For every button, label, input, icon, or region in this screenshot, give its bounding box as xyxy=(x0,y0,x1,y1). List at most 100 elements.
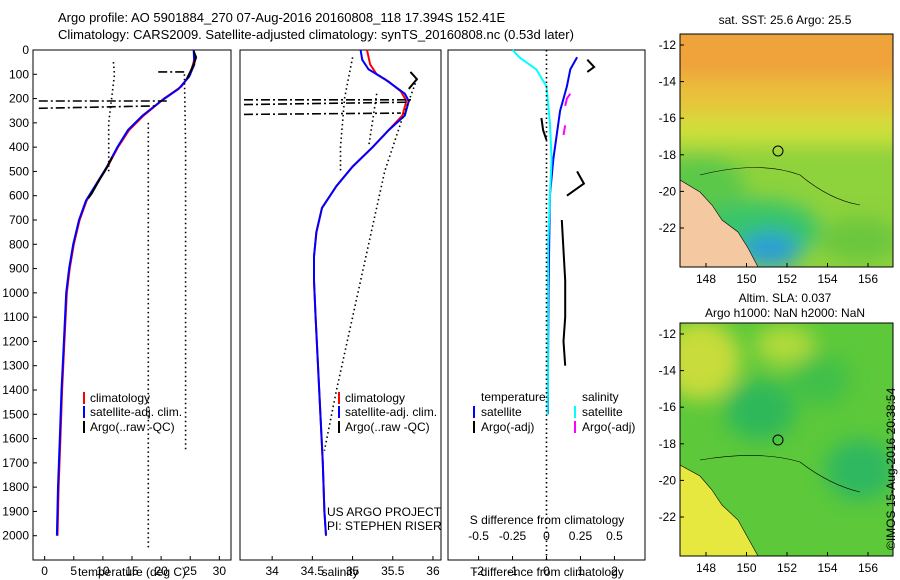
title-line-1: Argo profile: AO 5901884_270 07-Aug-2016… xyxy=(58,10,506,25)
ytick-label: 600 xyxy=(9,189,29,203)
map-xtick-label: 148 xyxy=(696,272,716,286)
legend-s-climatology: climatology xyxy=(345,391,405,405)
series-difference-1 xyxy=(511,49,553,415)
difference-legend: temperature satellite Argo(-adj) salinit… xyxy=(473,390,635,434)
sst-isobath xyxy=(699,167,861,206)
map-xtick-label: 150 xyxy=(736,272,756,286)
ytick-label: 1600 xyxy=(2,432,29,446)
ytick-label: 2000 xyxy=(2,529,29,543)
xtick-label: 1 xyxy=(577,564,584,578)
sla-argo-location xyxy=(772,434,784,446)
imos-credit: ©IMOS 15-Aug-2016 20:38:54 xyxy=(884,387,898,550)
salinity-axes-frame xyxy=(239,49,442,561)
map-ytick-label: -22 xyxy=(659,510,677,524)
map-ytick-label: -12 xyxy=(659,38,677,52)
s-tick-label: 0 xyxy=(543,529,550,543)
series-difference-5 xyxy=(566,170,586,197)
series-temperature-2 xyxy=(185,50,198,80)
ytick-label: 1100 xyxy=(3,310,29,324)
xtick-label: 35 xyxy=(346,564,360,578)
temperature-legend: climatology satellite-adj. clim. Argo(..… xyxy=(83,391,182,434)
series-salinity-1 xyxy=(313,49,410,536)
series-temperature-7 xyxy=(107,62,116,172)
sla-title-line1: Altim. SLA: 0.037 xyxy=(739,291,832,305)
map-ytick-label: -14 xyxy=(659,75,677,89)
ytick-label: 1900 xyxy=(2,504,29,518)
ytick-label: 1800 xyxy=(2,480,29,494)
salinity-legend: climatology satellite-adj. clim. Argo(..… xyxy=(338,391,437,434)
ytick-label: 1400 xyxy=(2,383,29,397)
title-line-2: Climatology: CARS2009. Satellite-adjuste… xyxy=(58,27,574,42)
xtick-label: 5 xyxy=(70,564,77,578)
sst-map: sat. SST: 25.6 Argo: 25.5 148 150 152 154 15… xyxy=(659,13,894,286)
ytick-label: 700 xyxy=(9,213,29,227)
pi-annotation: PI: STEPHEN RISER xyxy=(327,519,442,533)
ytick-label: 100 xyxy=(9,67,29,81)
ytick-label: 1200 xyxy=(2,334,29,348)
ytick-label: 1000 xyxy=(2,286,29,300)
ytick-label: 0 xyxy=(22,43,29,57)
ytick-label: 900 xyxy=(9,262,29,276)
sla-coastline xyxy=(680,464,759,556)
xtick-label: 2 xyxy=(611,564,618,578)
series-temperature-6 xyxy=(38,105,156,110)
ytick-label: 1700 xyxy=(2,456,29,470)
map-ytick-label: -16 xyxy=(659,111,677,125)
xtick-label: 20 xyxy=(154,564,168,578)
map-ytick-label: -18 xyxy=(659,148,677,162)
map-xtick-label: 154 xyxy=(817,272,837,286)
xtick-label: 34.5 xyxy=(301,564,325,578)
map-xtick-label: 156 xyxy=(858,561,878,575)
legend-s-sat: satellite xyxy=(582,405,623,419)
salinity-xlabel: salinity xyxy=(322,565,359,579)
s-difference-label: S difference from climatology xyxy=(470,513,625,527)
xtick-label: 15 xyxy=(125,564,139,578)
map-xtick-label: 148 xyxy=(696,561,716,575)
ytick-label: 400 xyxy=(9,140,29,154)
legend-t-argo: Argo(-adj) xyxy=(481,420,534,434)
s-tick-label: -0.5 xyxy=(468,529,489,543)
sst-map-title: sat. SST: 25.6 Argo: 25.5 xyxy=(719,13,852,27)
s-tick-label: 0.5 xyxy=(606,529,623,543)
legend-satellite: satellite-adj. clim. xyxy=(90,405,182,419)
map-xtick-label: 152 xyxy=(777,272,797,286)
xtick-label: 34 xyxy=(265,564,279,578)
series-difference-7 xyxy=(562,125,567,136)
legend-s-satellite: satellite-adj. clim. xyxy=(345,405,437,419)
xtick-label: 36 xyxy=(426,564,440,578)
difference-panel: -2 -1 0 1 2 -0.5 -0.25 0 0.25 0.5 S difference f… xyxy=(447,49,646,579)
temperature-panel: 0 5 10 15 20 25 30 0 100 200 300 400 500 600 700 800 90… xyxy=(2,43,232,579)
ytick-label: 200 xyxy=(9,92,29,106)
series-temperature-3 xyxy=(87,156,114,199)
map-xtick-label: 152 xyxy=(777,561,797,575)
map-xtick-label: 156 xyxy=(858,272,878,286)
sst-field xyxy=(680,34,893,267)
xtick-label: 0 xyxy=(41,564,48,578)
sla-title-line2: Argo h1000: NaN h2000: NaN xyxy=(705,306,865,320)
ytick-label: 500 xyxy=(9,164,29,178)
ytick-label: 1300 xyxy=(2,359,29,373)
series-temperature-1 xyxy=(55,49,196,536)
legend-t-satellite: satellite xyxy=(481,405,522,419)
series-difference-2 xyxy=(586,59,596,73)
legend-salinity-title: salinity xyxy=(582,390,619,404)
xtick-label: -2 xyxy=(473,564,484,578)
map-xtick-label: 150 xyxy=(736,561,756,575)
xtick-label: 25 xyxy=(184,564,198,578)
project-annotation: US ARGO PROJECT xyxy=(327,505,442,519)
map-ytick-label: -20 xyxy=(659,473,677,487)
temperature-xlabel: temperature (deg C) xyxy=(78,565,186,579)
legend-s-argo-adj: Argo(-adj) xyxy=(582,420,635,434)
t-difference-label: T difference from climatology xyxy=(470,565,624,579)
sla-field xyxy=(680,323,893,556)
sst-coastline xyxy=(680,179,759,267)
legend-climatology: climatology xyxy=(90,391,150,405)
series-difference-4 xyxy=(560,219,567,366)
xtick-label: -1 xyxy=(507,564,518,578)
salinity-panel: 34 34.5 35 35.5 36 salinity climatology sate… xyxy=(239,49,442,579)
xtick-label: 0 xyxy=(543,564,550,578)
series-difference-3 xyxy=(540,117,548,141)
map-xtick-label: 154 xyxy=(817,561,837,575)
sst-argo-location xyxy=(772,145,784,157)
